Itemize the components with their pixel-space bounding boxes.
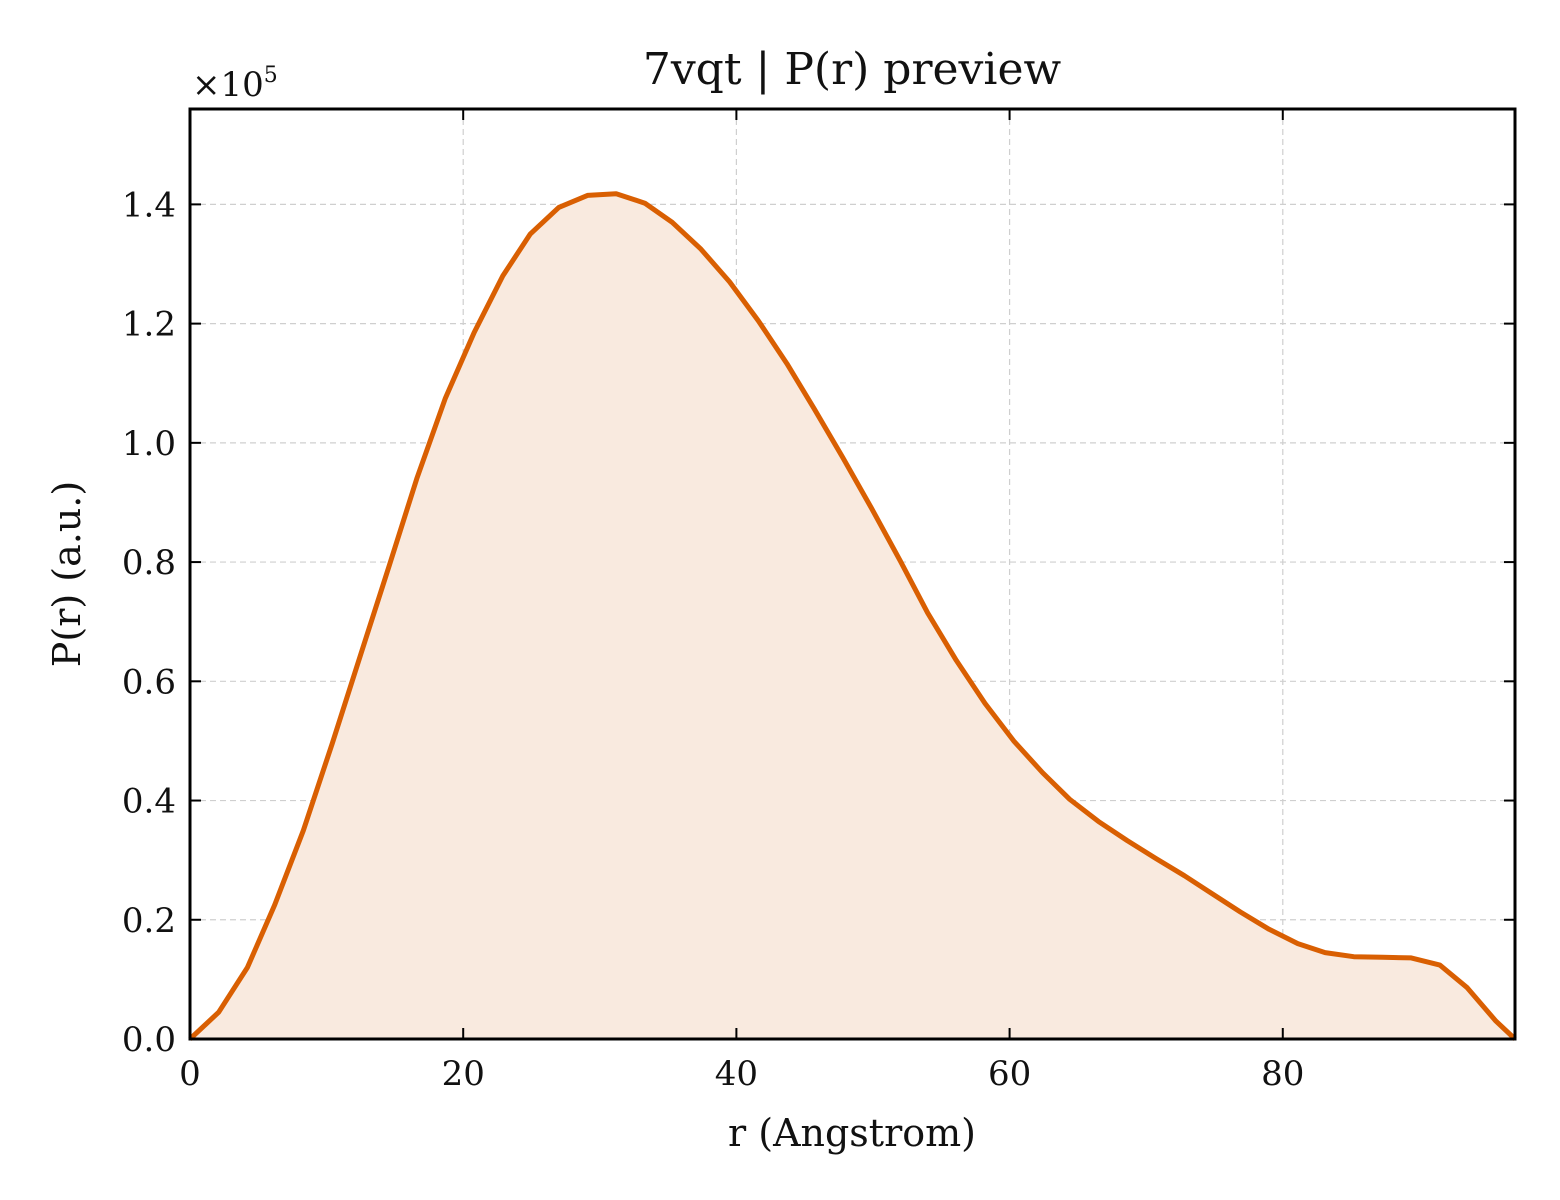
y-tick-label: 0.8 — [122, 543, 176, 583]
y-tick-label: 1.4 — [122, 185, 176, 225]
x-tick-label: 40 — [715, 1054, 758, 1094]
chart-title: 7vqt | P(r) preview — [643, 44, 1062, 95]
y-axis-multiplier-base: ×10 — [192, 65, 264, 105]
plot-frame — [188, 107, 1517, 1041]
y-axis-multiplier: ×105 — [192, 63, 278, 105]
y-axis-label: P(r) (a.u.) — [45, 481, 89, 667]
x-tick-labels: 0 20 40 60 80 — [179, 1054, 1304, 1094]
y-tick-label: 0.2 — [122, 901, 176, 941]
x-axis-label: r (Angstrom) — [728, 1111, 976, 1155]
y-tick-label: 1.0 — [122, 424, 176, 464]
x-tick-label: 60 — [988, 1054, 1031, 1094]
pr-curve-line — [188, 191, 1517, 1041]
pr-area-fill — [190, 193, 1515, 1039]
x-tick-label: 0 — [179, 1054, 201, 1094]
y-tick-label: 0.0 — [122, 1020, 176, 1060]
tick-marks — [189, 109, 1515, 1040]
y-tick-label: 0.4 — [122, 782, 176, 822]
x-tick-label: 20 — [442, 1054, 485, 1094]
y-tick-labels: 0.0 0.2 0.4 0.6 0.8 1.0 1.2 1.4 — [122, 185, 176, 1060]
x-tick-label: 80 — [1261, 1054, 1304, 1094]
y-tick-label: 0.6 — [122, 662, 176, 702]
y-tick-label: 1.2 — [122, 305, 176, 345]
y-axis-multiplier-exponent: 5 — [264, 63, 278, 88]
